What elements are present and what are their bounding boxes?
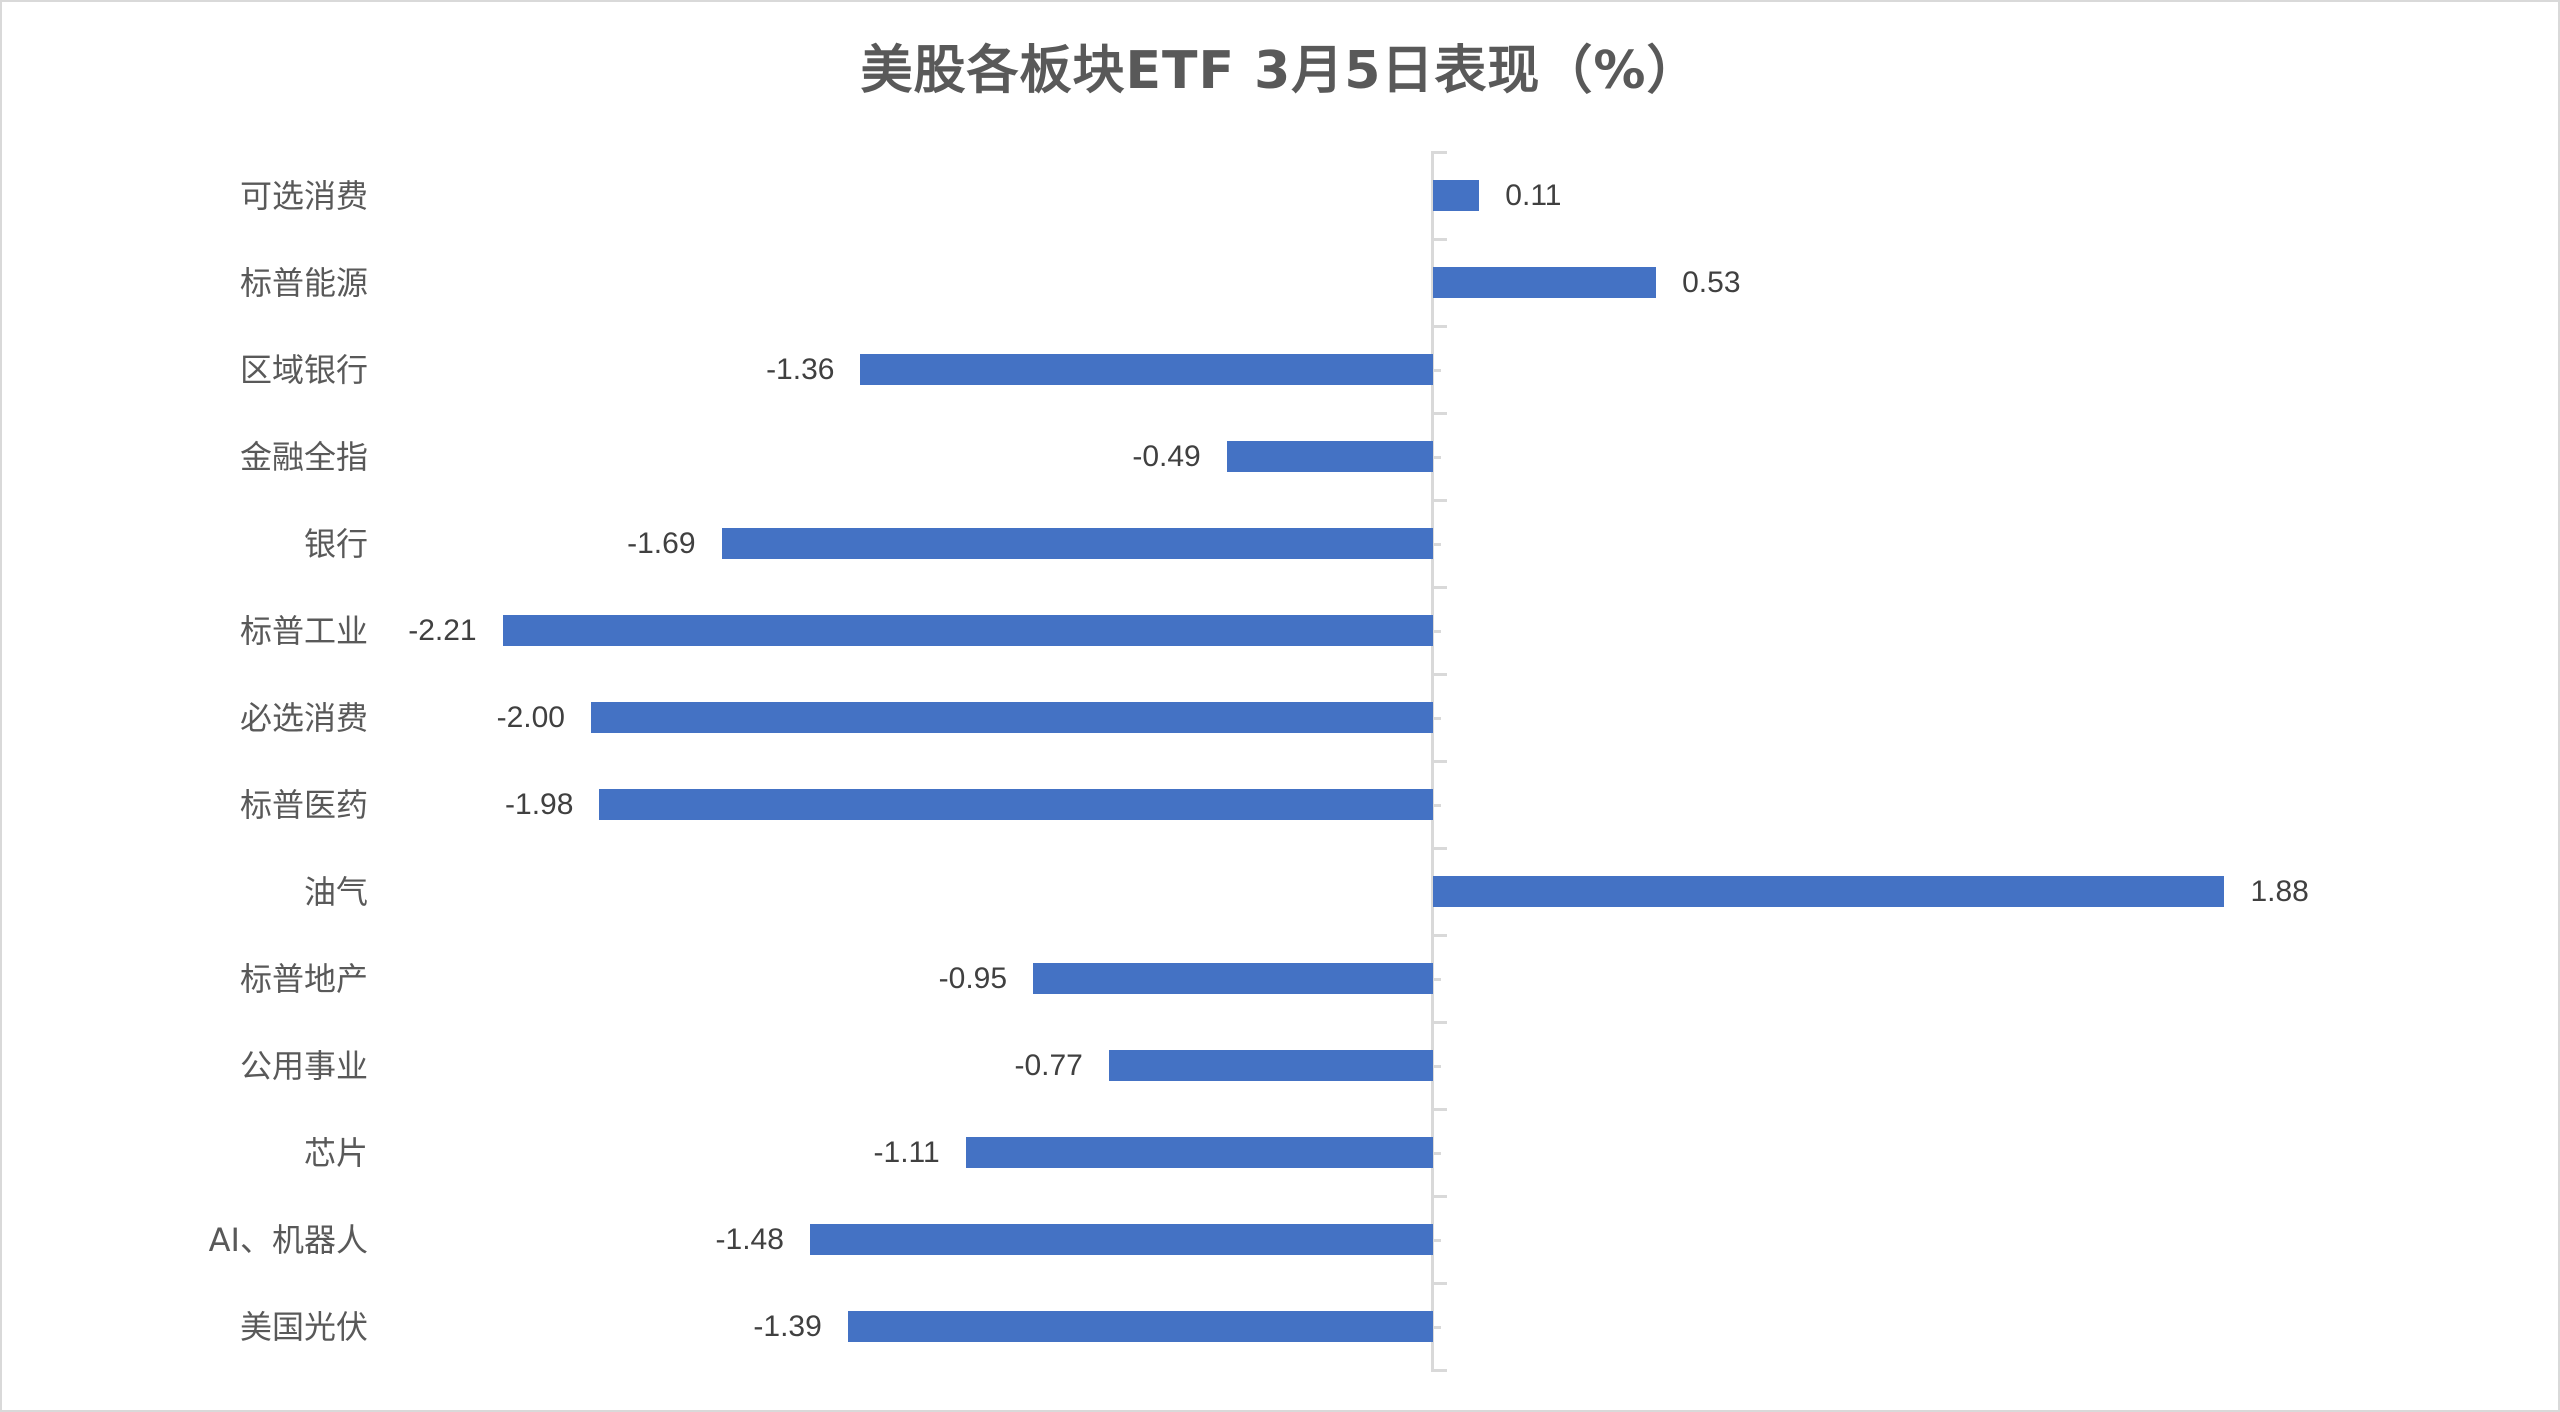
data-value-label: -1.69 — [627, 526, 696, 560]
data-bar — [599, 789, 1433, 820]
data-value-label: -1.11 — [873, 1135, 940, 1169]
data-bar — [847, 1311, 1433, 1342]
axis-tick-mark — [1431, 499, 1447, 502]
axis-tick-mark — [1431, 847, 1447, 850]
axis-tick-mark — [1431, 151, 1447, 154]
axis-minor-tick — [1431, 1238, 1441, 1242]
data-bar — [1033, 963, 1433, 994]
axis-tick-mark — [1431, 1282, 1447, 1285]
category-label: 金融全指 — [239, 437, 368, 476]
category-label: 公用事业 — [239, 1046, 368, 1085]
data-value-label: -0.49 — [1132, 439, 1201, 473]
category-label: 标普能源 — [239, 263, 368, 302]
data-bar — [1433, 267, 1657, 298]
axis-tick-mark — [1431, 586, 1447, 589]
data-bar — [721, 528, 1433, 559]
data-value-label: -0.77 — [1014, 1048, 1083, 1082]
category-label: 标普医药 — [239, 785, 368, 824]
axis-tick-mark — [1431, 1021, 1447, 1024]
chart-title: 美股各板块ETF 3月5日表现（%） — [860, 41, 1700, 101]
data-value-label: -1.36 — [766, 352, 835, 386]
axis-tick-mark — [1431, 325, 1447, 328]
data-value-label: -0.95 — [938, 961, 1008, 995]
data-bar — [809, 1224, 1433, 1255]
category-label: 标普地产 — [239, 959, 368, 998]
data-bar — [591, 702, 1433, 733]
data-value-label: -2.21 — [408, 613, 477, 647]
axis-minor-tick — [1431, 716, 1441, 720]
category-label: 芯片 — [303, 1133, 368, 1172]
axis-tick-mark — [1431, 673, 1447, 676]
data-value-label: -1.98 — [505, 787, 574, 821]
axis-tick-mark — [1431, 1195, 1447, 1198]
data-bar — [1433, 180, 1480, 211]
category-label: 美国光伏 — [239, 1307, 368, 1346]
axis-minor-tick — [1431, 803, 1441, 807]
axis-minor-tick — [1431, 1325, 1441, 1329]
data-bar — [965, 1137, 1433, 1168]
axis-minor-tick — [1431, 1151, 1441, 1155]
axis-minor-tick — [1431, 977, 1441, 981]
axis-tick-mark — [1431, 238, 1447, 241]
category-label: 银行 — [303, 524, 368, 563]
data-value-label: -2.00 — [496, 700, 565, 734]
axis-minor-tick — [1431, 368, 1441, 372]
axis-minor-tick — [1431, 1064, 1441, 1068]
category-label: 油气 — [303, 872, 368, 911]
category-label: 必选消费 — [239, 698, 368, 737]
category-label: 可选消费 — [239, 176, 368, 215]
axis-tick-mark — [1431, 412, 1447, 415]
data-bar — [1108, 1050, 1433, 1081]
axis-tick-mark — [1431, 1108, 1447, 1111]
data-value-label: 0.11 — [1505, 178, 1562, 212]
data-value-label: -1.39 — [753, 1309, 822, 1343]
data-bar — [860, 354, 1433, 385]
axis-tick-mark — [1431, 934, 1447, 937]
data-value-label: 0.53 — [1682, 265, 1741, 299]
data-bar — [1226, 441, 1433, 472]
axis-minor-tick — [1431, 629, 1441, 633]
data-value-label: 1.88 — [2250, 874, 2309, 908]
data-bar — [1433, 876, 2225, 907]
category-label: 区域银行 — [239, 350, 368, 389]
axis-tick-mark — [1431, 1369, 1447, 1372]
axis-minor-tick — [1431, 542, 1441, 546]
category-label: 标普工业 — [239, 611, 368, 650]
axis-minor-tick — [1431, 455, 1441, 459]
category-label: AI、机器人 — [208, 1220, 368, 1259]
data-bar — [502, 615, 1433, 646]
data-value-label: -1.48 — [715, 1222, 784, 1256]
axis-tick-mark — [1431, 760, 1447, 763]
